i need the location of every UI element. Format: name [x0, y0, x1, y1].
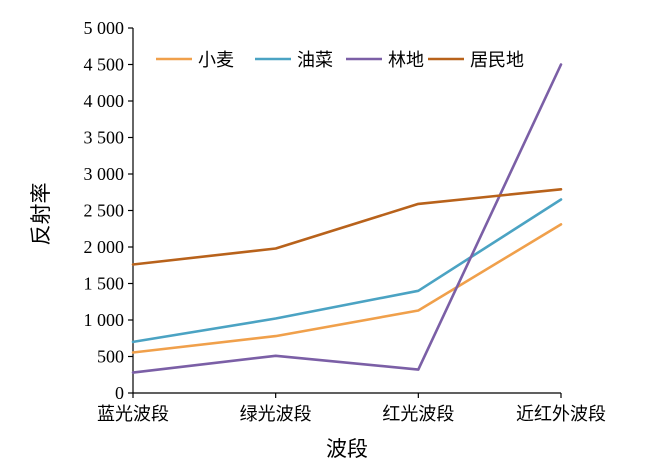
series-line-3	[131, 188, 563, 266]
y-tick-label: 500	[97, 347, 124, 367]
legend-label: 林地	[388, 50, 424, 71]
y-axis-title: 反射率	[29, 183, 53, 246]
x-tick-label: 绿光波段	[240, 404, 312, 425]
x-tick-label: 蓝光波段	[97, 404, 169, 425]
y-tick-label: 4 500	[84, 55, 125, 75]
y-tick-label: 1 000	[84, 310, 125, 330]
legend: 小麦 油菜 林地 居民地	[156, 50, 524, 71]
legend-label: 小麦	[198, 50, 234, 71]
series-line-1	[131, 198, 563, 344]
x-axis-ticks: 蓝光波段 绿光波段 红光波段 近红外波段	[97, 393, 606, 425]
y-tick-label: 1 500	[84, 274, 125, 294]
x-tick-label: 近红外波段	[516, 404, 606, 425]
legend-label: 居民地	[470, 50, 524, 71]
y-axis-ticks: 0 500 1 000 1 500 2 000 2 500 3 000 3 500 4 000 4…	[84, 18, 133, 403]
y-tick-label: 2 500	[84, 201, 125, 221]
y-tick-label: 2 000	[84, 237, 125, 257]
series-lines	[131, 63, 563, 374]
y-tick-label: 3 500	[84, 128, 125, 148]
legend-label: 油菜	[297, 50, 333, 71]
y-tick-label: 0	[115, 383, 124, 403]
series-line-2	[131, 63, 563, 374]
x-axis-title: 波段	[326, 437, 368, 461]
series-line-0	[131, 223, 563, 354]
y-tick-label: 3 000	[84, 164, 125, 184]
y-tick-label: 5 000	[84, 18, 125, 38]
y-tick-label: 4 000	[84, 91, 125, 111]
x-tick-label: 红光波段	[382, 404, 454, 425]
